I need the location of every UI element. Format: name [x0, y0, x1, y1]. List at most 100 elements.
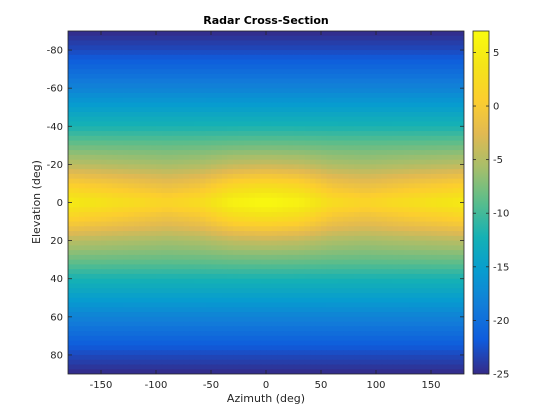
heatmap-cell: [343, 345, 350, 351]
heatmap-cell: [123, 359, 130, 366]
heatmap-cell: [156, 231, 163, 237]
heatmap-cell: [304, 212, 311, 218]
heatmap-cell: [376, 278, 383, 285]
heatmap-cell: [68, 288, 75, 294]
heatmap-cell: [106, 216, 113, 223]
heatmap-cell: [321, 269, 328, 275]
heatmap-cell: [414, 59, 421, 65]
heatmap-cell: [315, 221, 322, 227]
heatmap-cell: [101, 197, 108, 204]
heatmap-cell: [161, 88, 168, 94]
heatmap-cell: [403, 64, 410, 70]
heatmap-cell: [106, 102, 113, 108]
heatmap-cell: [255, 331, 262, 337]
heatmap-cell: [310, 154, 317, 161]
heatmap-cell: [293, 107, 300, 113]
heatmap-cell: [73, 221, 80, 227]
heatmap-cell: [244, 226, 251, 232]
heatmap-cell: [68, 354, 75, 361]
heatmap-cell: [365, 59, 372, 65]
heatmap-cell: [310, 278, 317, 285]
heatmap-cell: [68, 359, 75, 366]
heatmap-cell: [112, 140, 119, 146]
heatmap-cell: [183, 164, 190, 170]
heatmap-cell: [337, 192, 344, 199]
heatmap-cell: [365, 350, 372, 356]
heatmap-cell: [79, 254, 86, 261]
heatmap-cell: [453, 97, 460, 104]
heatmap-cell: [238, 207, 245, 213]
heatmap-cell: [425, 92, 432, 99]
heatmap-cell: [458, 278, 464, 285]
heatmap-cell: [95, 159, 102, 165]
heatmap-cell: [299, 178, 306, 185]
heatmap-cell: [381, 207, 388, 213]
heatmap-cell: [79, 188, 86, 194]
heatmap-cell: [161, 78, 168, 84]
heatmap-cell: [348, 293, 355, 299]
heatmap-cell: [227, 192, 234, 199]
heatmap-cell: [403, 97, 410, 104]
heatmap-cell: [123, 178, 130, 185]
heatmap-cell: [436, 121, 443, 127]
heatmap-cell: [365, 240, 372, 246]
heatmap-cell: [200, 359, 207, 366]
heatmap-cell: [392, 169, 399, 175]
heatmap-cell: [392, 183, 399, 189]
heatmap-cell: [266, 326, 273, 332]
heatmap-cell: [271, 326, 278, 332]
heatmap-cell: [249, 45, 256, 51]
heatmap-cell: [282, 88, 289, 94]
heatmap-cell: [403, 264, 410, 270]
heatmap-cell: [381, 97, 388, 104]
heatmap-cell: [425, 212, 432, 218]
heatmap-cell: [205, 202, 212, 208]
heatmap-cell: [90, 178, 97, 185]
heatmap-cell: [172, 35, 179, 42]
heatmap-cell: [354, 140, 361, 146]
heatmap-cells: [68, 31, 464, 374]
heatmap-cell: [123, 140, 130, 146]
heatmap-cell: [431, 78, 438, 84]
heatmap-cell: [123, 64, 130, 70]
heatmap-cell: [420, 54, 427, 61]
heatmap-cell: [101, 331, 108, 337]
heatmap-cell: [409, 78, 416, 84]
heatmap-cell: [370, 212, 377, 218]
heatmap-cell: [392, 212, 399, 218]
heatmap-cell: [332, 345, 339, 351]
heatmap-cell: [101, 278, 108, 285]
heatmap-cell: [156, 264, 163, 270]
heatmap-cell: [304, 35, 311, 42]
heatmap-cell: [266, 69, 273, 75]
heatmap-cell: [227, 150, 234, 156]
heatmap-cell: [227, 31, 234, 37]
heatmap-cell: [376, 73, 383, 80]
heatmap-cell: [315, 169, 322, 175]
heatmap-cell: [189, 73, 196, 80]
heatmap-cell: [156, 221, 163, 227]
heatmap-cell: [354, 121, 361, 127]
heatmap-cell: [123, 121, 130, 127]
heatmap-cell: [403, 107, 410, 113]
heatmap-cell: [332, 111, 339, 118]
heatmap-cell: [95, 97, 102, 104]
heatmap-cell: [222, 302, 229, 308]
heatmap-cell: [233, 35, 240, 42]
heatmap-cell: [392, 207, 399, 213]
heatmap-cell: [392, 107, 399, 113]
heatmap-cell: [211, 131, 218, 137]
heatmap-cell: [392, 154, 399, 161]
heatmap-cell: [134, 202, 141, 208]
heatmap-cell: [343, 164, 350, 170]
heatmap-cell: [167, 97, 174, 104]
heatmap-cell: [436, 164, 443, 170]
heatmap-cell: [343, 216, 350, 223]
heatmap-cell: [167, 88, 174, 94]
heatmap-cell: [222, 240, 229, 246]
heatmap-cell: [381, 154, 388, 161]
heatmap-cell: [398, 40, 405, 46]
heatmap-cell: [189, 254, 196, 261]
heatmap-cell: [183, 307, 190, 313]
heatmap-cell: [409, 216, 416, 223]
